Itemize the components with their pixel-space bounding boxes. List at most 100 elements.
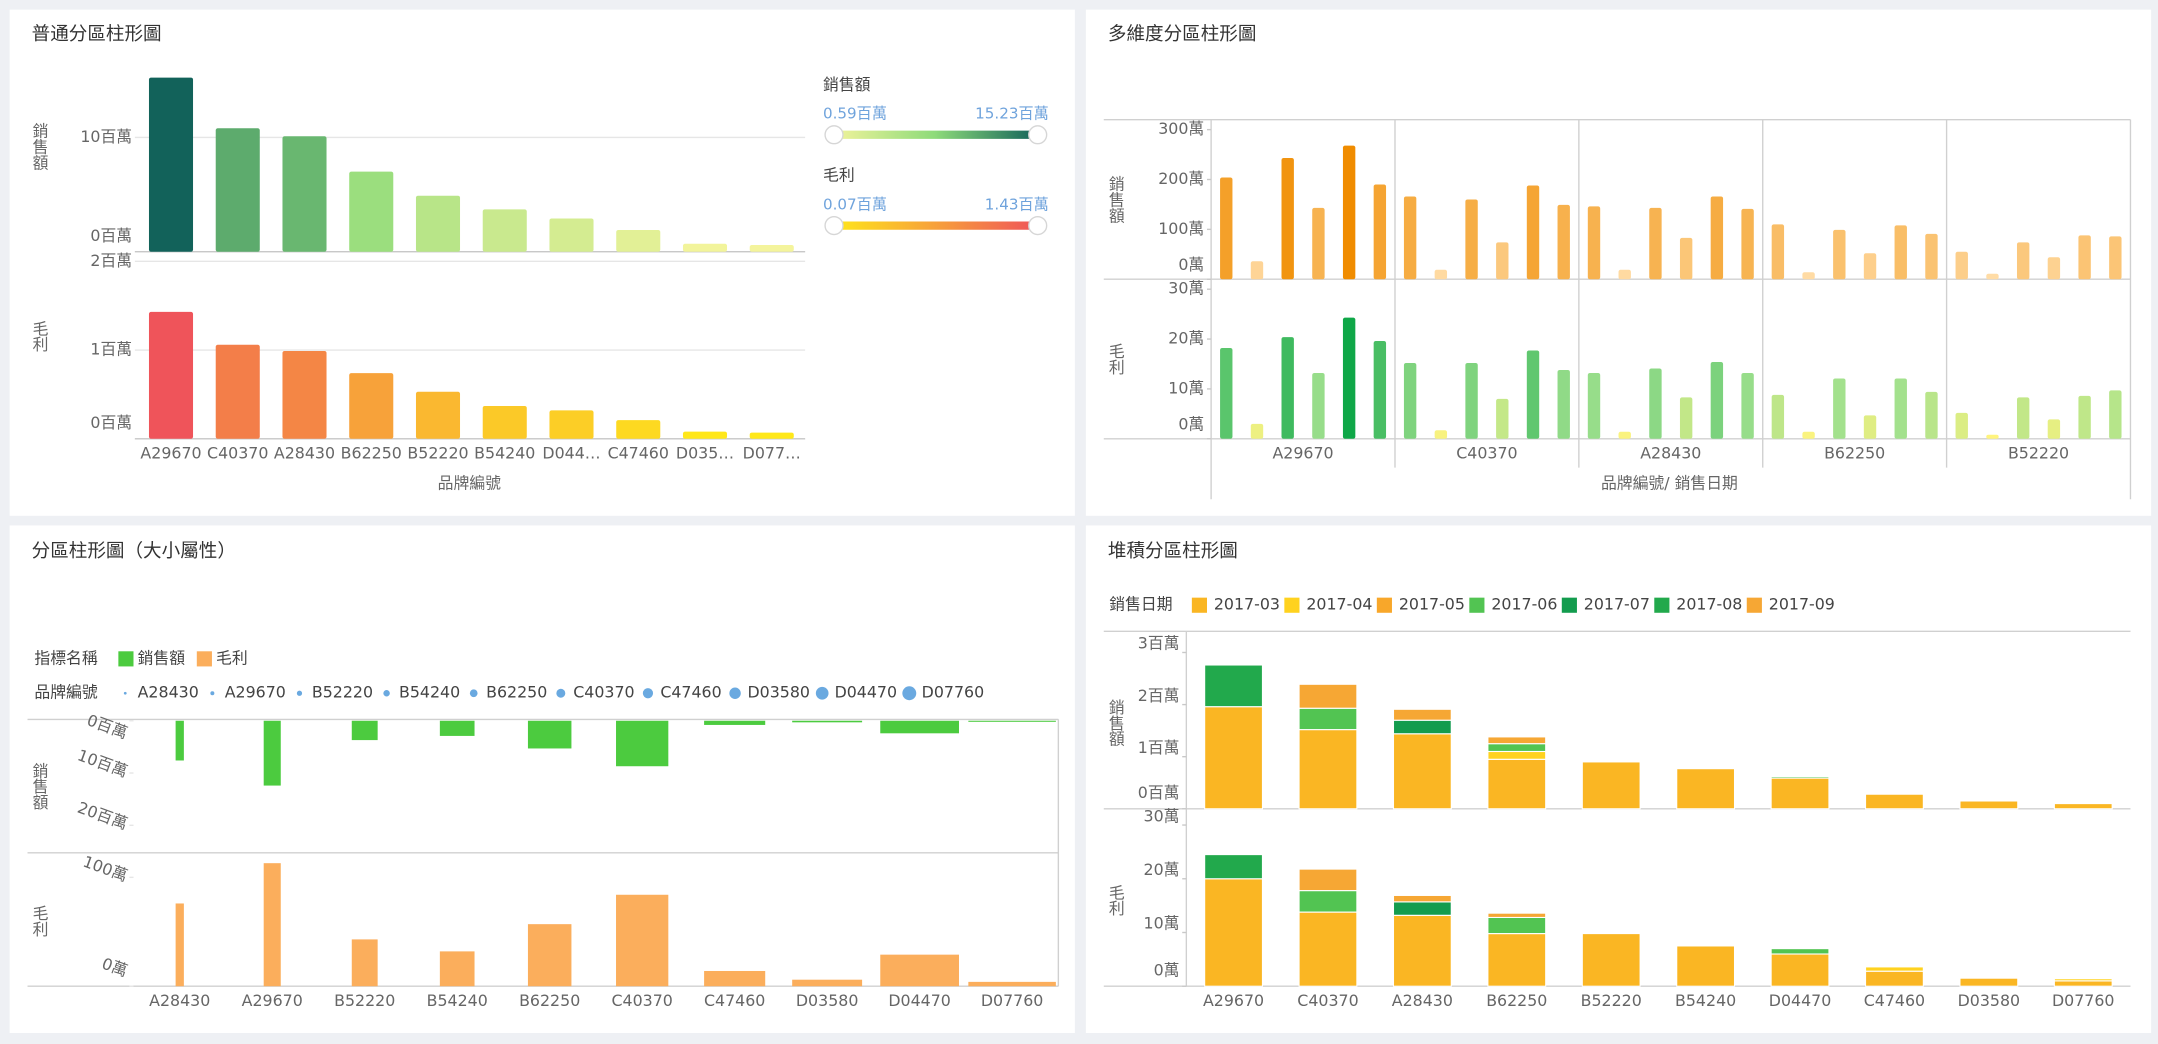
y-tick-label: 20萬 <box>1168 329 1204 348</box>
legend-handle <box>824 215 844 236</box>
x-tick-label: A28430 <box>149 991 210 1010</box>
legend-label: A28430 <box>138 683 199 702</box>
bar-segment <box>1487 736 1547 745</box>
bar <box>1587 372 1601 439</box>
bar <box>1863 415 1877 439</box>
bar-segment <box>1864 970 1924 987</box>
bar <box>549 218 594 252</box>
bar-segment <box>1770 777 1830 810</box>
bar-segment <box>2053 980 2113 987</box>
legend-handle <box>824 125 844 145</box>
bar-segment <box>1864 793 1924 810</box>
legend-title: 毛利 <box>823 166 855 185</box>
bar <box>1679 237 1693 280</box>
bar <box>1649 368 1662 439</box>
bar <box>1403 196 1417 280</box>
bar <box>549 410 594 439</box>
bar-segment <box>1204 854 1264 880</box>
legend-label: 毛利 <box>216 648 248 667</box>
bar-segment <box>1487 758 1547 810</box>
x-tick-label: B52220 <box>334 991 395 1010</box>
legend-dot <box>383 690 390 697</box>
legend-dot <box>123 691 127 695</box>
x-tick-label: B62250 <box>1486 991 1547 1010</box>
bar <box>1526 350 1540 439</box>
bar-segment <box>1581 933 1641 987</box>
legend-label: 2017-08 <box>1676 595 1742 614</box>
bar <box>1771 394 1785 439</box>
bar-segment <box>1392 719 1452 735</box>
bar-segment <box>1864 966 1924 972</box>
bar <box>1649 207 1662 280</box>
bar <box>1526 185 1540 280</box>
x-tick-label: B54240 <box>427 991 488 1010</box>
bar <box>282 136 327 252</box>
bar <box>1679 397 1693 439</box>
x-tick-label: A29670 <box>242 991 303 1010</box>
legend-gradient-bar <box>831 221 1038 230</box>
legend-swatch <box>1561 597 1577 613</box>
bar <box>749 432 794 439</box>
legend-swatch <box>118 651 134 667</box>
legend-swatch <box>196 651 212 667</box>
bar-segment <box>1487 933 1547 987</box>
x-tick-label: B52220 <box>1581 991 1642 1010</box>
bar <box>1710 361 1724 439</box>
bar-segment <box>1298 683 1358 709</box>
x-tick-label: D044… <box>542 443 600 462</box>
bar <box>1833 378 1846 439</box>
x-tick-label: C47460 <box>704 991 765 1010</box>
x-tick-label: C40370 <box>207 443 268 462</box>
x-tick-label: C40370 <box>611 991 672 1010</box>
bar <box>1312 372 1325 439</box>
bar <box>1250 261 1264 280</box>
bar <box>1833 229 1846 280</box>
bar <box>148 311 194 439</box>
chart-title: 分區柱形圖（大小屬性） <box>32 541 236 562</box>
axis-title: 銷售額 <box>30 123 49 171</box>
x-tick-label: D07760 <box>2052 991 2115 1010</box>
legend-dot <box>815 686 829 700</box>
bar <box>1312 207 1325 280</box>
bar <box>616 229 661 252</box>
y-tick-label: 2百萬 <box>1138 686 1180 705</box>
legend-dot <box>296 690 303 696</box>
x-tick-label: D035… <box>676 443 734 462</box>
bar <box>2109 390 2122 439</box>
bar <box>215 128 260 252</box>
legend-label: 2017-07 <box>1584 595 1650 614</box>
bar <box>263 863 281 987</box>
axis-title: 銷售額 <box>30 762 49 810</box>
bar <box>880 720 959 734</box>
bar <box>215 344 260 439</box>
y-tick-label: 10百萬 <box>80 127 132 146</box>
legend-label: 2017-09 <box>1769 595 1835 614</box>
legend-label: 銷售額 <box>138 648 186 667</box>
bar <box>704 970 766 987</box>
bar <box>1250 423 1264 439</box>
legend-label: 2017-04 <box>1306 595 1372 614</box>
bar <box>704 720 766 725</box>
chart-title: 堆積分區柱形圖 <box>1108 541 1238 562</box>
bar <box>1894 378 1907 439</box>
bar-segment <box>1676 945 1736 987</box>
bar <box>968 720 1056 722</box>
bar <box>1496 242 1509 280</box>
bar <box>1771 224 1785 280</box>
bar <box>482 405 527 439</box>
y-tick-label: 20萬 <box>1144 860 1180 879</box>
x-tick-label: A29670 <box>1272 443 1333 462</box>
y-tick-label: 0萬 <box>1154 961 1180 980</box>
bar-segment <box>1298 911 1358 987</box>
y-tick-label: 200萬 <box>1158 169 1204 188</box>
bar <box>2078 235 2091 280</box>
legend-dot <box>469 689 478 698</box>
bar <box>351 720 378 741</box>
legend-label: D04470 <box>835 683 898 702</box>
bar <box>968 981 1056 987</box>
bar <box>1618 431 1631 439</box>
bar-segment <box>1204 664 1264 708</box>
legend-min-label: 0.07百萬 <box>823 195 887 213</box>
bar-segment <box>1487 916 1547 935</box>
bar <box>1802 431 1815 439</box>
